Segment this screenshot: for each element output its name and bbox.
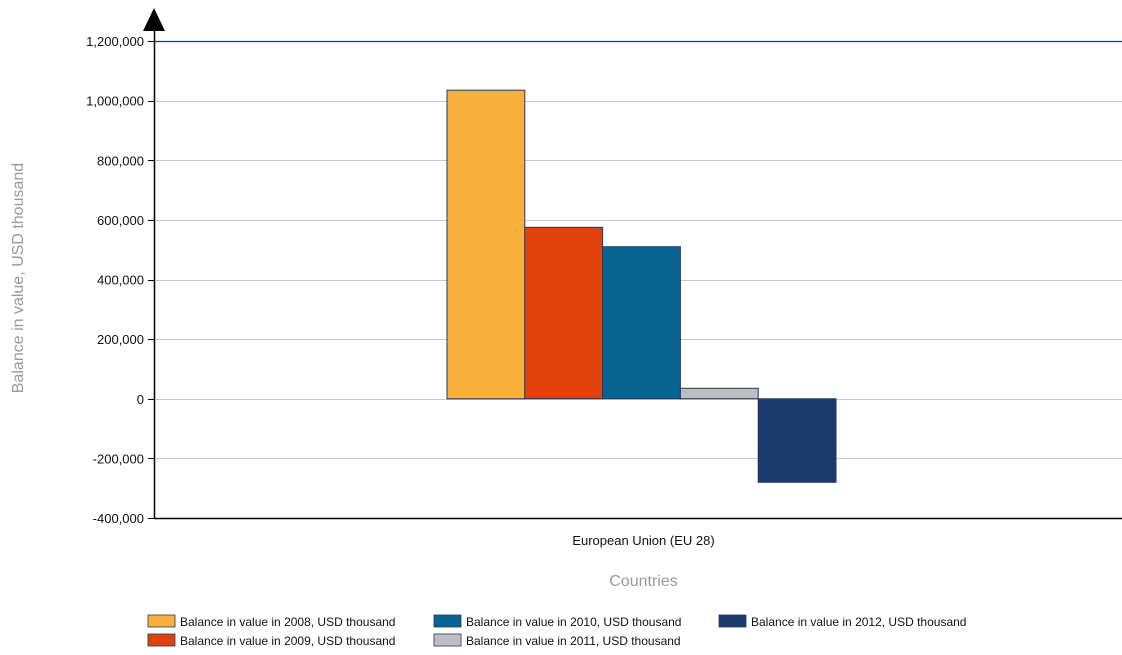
bar-series-4 xyxy=(679,387,759,400)
x-category-labels: European Union (EU 28) xyxy=(572,533,714,548)
axes xyxy=(143,8,1122,520)
y-tick-label: 1,200,000 xyxy=(86,34,144,49)
y-tick-label: 600,000 xyxy=(97,213,144,228)
y-tick-label: -400,000 xyxy=(93,511,144,526)
y-tick-label: 1,000,000 xyxy=(86,94,144,109)
legend-label: Balance in value in 2010, USD thousand xyxy=(466,615,681,629)
bar-series-3 xyxy=(602,246,681,400)
y-tick-label: 800,000 xyxy=(97,153,144,168)
bars xyxy=(446,89,837,483)
x-category-label: European Union (EU 28) xyxy=(572,533,714,548)
legend-label: Balance in value in 2012, USD thousand xyxy=(751,615,966,629)
legend-label: Balance in value in 2009, USD thousand xyxy=(180,634,395,648)
y-tick-label: -200,000 xyxy=(93,451,144,466)
legend-swatch xyxy=(433,633,462,647)
legend-swatch xyxy=(147,633,176,647)
legend-swatch xyxy=(147,614,176,628)
legend: Balance in value in 2008, USD thousand Ba… xyxy=(147,614,966,648)
y-axis-title: Balance in value, USD thousand xyxy=(10,163,27,393)
y-tick-labels: -400,000 -200,000 0 200,000 400,000 600,000 80… xyxy=(86,34,144,526)
y-tick-label: 400,000 xyxy=(97,273,144,288)
legend-label: Balance in value in 2011, USD thousand xyxy=(466,634,681,648)
legend-swatch xyxy=(718,614,747,628)
y-tick-label: 200,000 xyxy=(97,332,144,347)
bar-series-5 xyxy=(757,398,837,483)
legend-label: Balance in value in 2008, USD thousand xyxy=(180,615,395,629)
x-axis-title: Countries xyxy=(609,573,677,590)
bar-series-1 xyxy=(446,89,526,400)
y-axis-arrow-icon xyxy=(143,8,165,31)
legend-swatch xyxy=(433,614,462,628)
bar-series-2 xyxy=(524,226,604,400)
y-tick-label: 0 xyxy=(137,392,144,407)
